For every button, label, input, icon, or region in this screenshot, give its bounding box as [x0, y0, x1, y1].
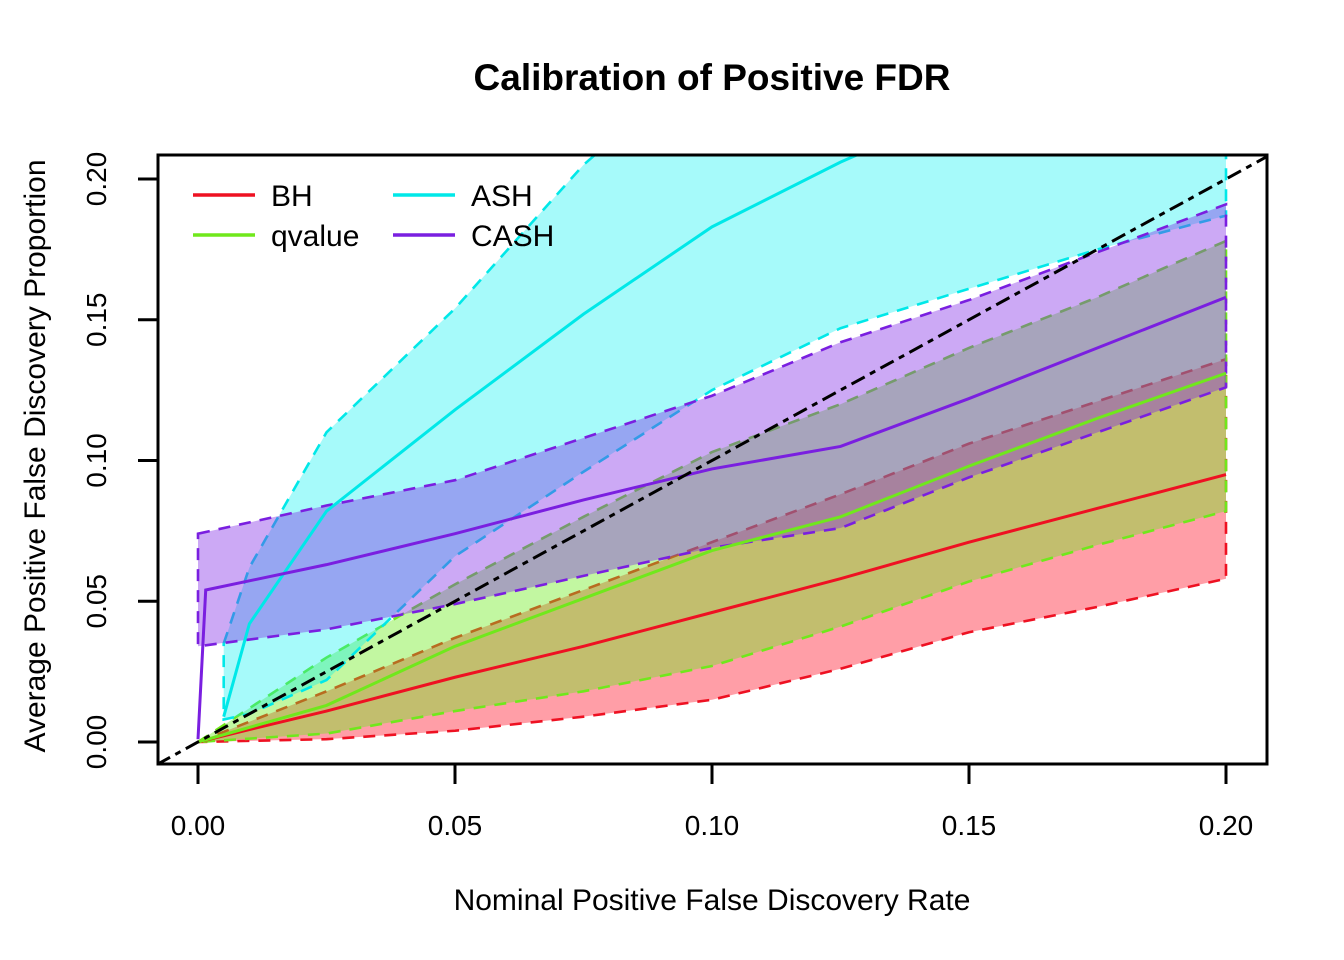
x-tick-label: 0.20 — [1199, 810, 1254, 841]
mean-line-qvalue — [197, 371, 1227, 744]
y-tick-label: 0.20 — [81, 152, 112, 207]
x-tick-label: 0.15 — [942, 810, 997, 841]
mean-line-cash — [196, 295, 1227, 740]
legend: BH qvalue ASH CASH — [193, 180, 554, 253]
band-qvalue — [193, 238, 1228, 744]
x-tick-label: 0.10 — [685, 810, 740, 841]
legend-label-bh: BH — [271, 180, 313, 213]
x-axis-label: Nominal Positive False Discovery Rate — [453, 884, 971, 917]
mean-line-ash — [222, 155, 861, 718]
y-tick-label: 0.05 — [81, 574, 112, 629]
legend-label-ash: ASH — [471, 180, 533, 213]
x-tick-label: 0.00 — [171, 810, 226, 841]
x-tick-label: 0.05 — [428, 810, 483, 841]
axes: 0.00 0.05 0.10 0.15 0.20 0.00 0.05 0.10 0.15 0.20 — [81, 152, 1253, 841]
legend-label-cash: CASH — [471, 220, 554, 253]
chart-title: Calibration of Positive FDR — [473, 57, 951, 98]
mean-line-bh — [197, 473, 1227, 744]
y-tick-label: 0.10 — [81, 433, 112, 488]
y-tick-label: 0.00 — [81, 715, 112, 770]
y-axis-label: Average Positive False Discovery Proport… — [19, 159, 52, 753]
identity-line — [158, 155, 1267, 764]
y-tick-label: 0.15 — [81, 293, 112, 348]
band-cash — [196, 202, 1228, 648]
plot-area — [158, 155, 1267, 764]
legend-label-qvalue: qvalue — [271, 220, 359, 253]
